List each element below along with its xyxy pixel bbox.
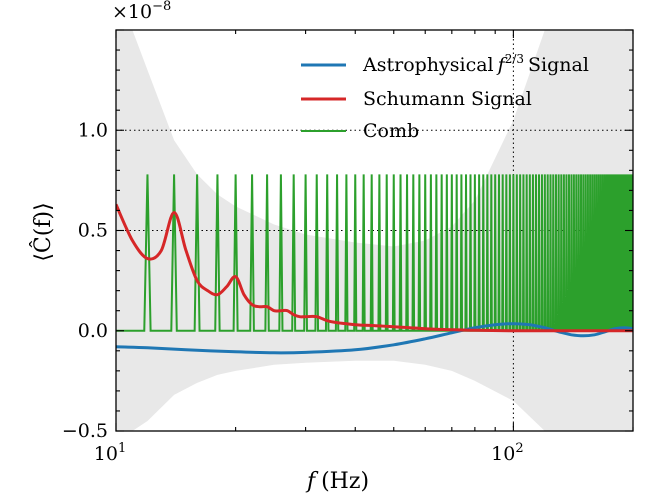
y-tick-label: 0.0	[78, 320, 108, 342]
y-multiplier: ×10−8	[112, 0, 171, 23]
series-line-comb	[116, 174, 633, 332]
y-tick-label: 0.5	[78, 220, 108, 242]
legend-label-comb: Comb	[363, 120, 419, 142]
grid-lines	[116, 30, 633, 431]
legend-label-schumann: Schumann Signal	[363, 88, 532, 110]
legend: Astrophysical f2/3 Signal Schumann Signal …	[301, 52, 589, 142]
legend-label-astrophysical: Astrophysical f2/3 Signal	[362, 52, 589, 76]
x-axis-label: f (Hz)	[305, 469, 369, 494]
tick-labels: −0.5 0.0 0.5 1.0 101 102	[62, 119, 524, 465]
series-line-schumann	[116, 203, 633, 333]
axis-ticks	[115, 29, 634, 432]
x-tick-label: 101	[94, 441, 126, 465]
series-line-astrophysical	[116, 322, 633, 355]
y-tick-label: 1.0	[78, 119, 108, 141]
y-tick-label: −0.5	[62, 420, 108, 442]
y-axis-label: ⟨Ĉ(f)⟩	[29, 202, 56, 261]
x-tick-label: 102	[491, 441, 523, 465]
